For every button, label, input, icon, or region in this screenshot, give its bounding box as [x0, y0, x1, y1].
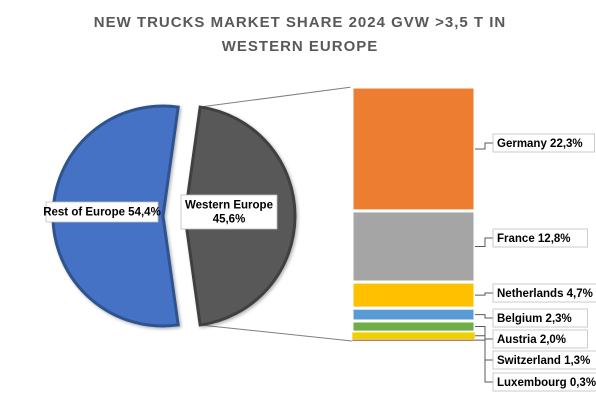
pie-label-western-europe: Western Europe 45,6% — [180, 194, 278, 230]
bar-label-luxembourg-leader — [475, 339, 493, 383]
chart-title-line-2: WESTERN EUROPE — [222, 38, 379, 55]
bar-label-austria-leader — [475, 326, 493, 340]
pie-label-rest-of-europe-text: Rest of Europe 54,4% — [43, 207, 161, 219]
bar-label-belgium-leader — [475, 314, 493, 319]
bar-label-netherlands: Netherlands 4,7% — [475, 283, 596, 303]
bar-label-austria: Austria 2,0% — [475, 326, 588, 349]
bar-label-germany-leader — [475, 142, 493, 150]
bar-segment-belgium — [350, 306, 477, 323]
bar-label-netherlands-text: Netherlands 4,7% — [497, 288, 593, 300]
bar-segment-germany — [350, 85, 477, 213]
bar-label-switzerland-text: Switzerland 1,3% — [497, 355, 590, 367]
connector-line-bottom — [200, 324, 353, 342]
connector-line-top — [200, 86, 353, 108]
bar-label-germany: Germany 22,3% — [475, 133, 595, 153]
bar-segment-switzerland — [351, 331, 476, 340]
bar-segment-france — [350, 209, 477, 284]
bar-segment-netherlands — [350, 280, 477, 310]
pie-label-rest-of-europe: Rest of Europe 54,4% — [43, 201, 161, 223]
pie-label-western-europe-text: Western Europe — [185, 200, 273, 212]
bar-label-france: France 12,8% — [475, 228, 588, 248]
bar-label-france-leader — [475, 237, 493, 248]
bar-segment-austria — [350, 319, 477, 334]
pie-label-western-europe-text: 45,6% — [213, 214, 246, 226]
bar-label-germany-text: Germany 22,3% — [497, 138, 583, 150]
bar-label-austria-text: Austria 2,0% — [497, 334, 566, 346]
bar-label-france-text: France 12,8% — [497, 233, 571, 245]
bar-segment-luxembourg — [351, 339, 476, 342]
bar-label-belgium-text: Belgium 2,3% — [497, 313, 572, 325]
bar-stack-group — [350, 85, 477, 342]
bar-label-switzerland: Switzerland 1,3% — [475, 335, 596, 370]
chart-title-line-1: NEW TRUCKS MARKET SHARE 2024 GVW >3,5 T … — [94, 14, 506, 31]
bar-label-netherlands-leader — [475, 292, 493, 296]
bar-label-belgium: Belgium 2,3% — [475, 308, 588, 328]
connector-lines — [200, 86, 353, 342]
data-labels-group: Rest of Europe 54,4% Western Europe 45,6% G… — [43, 133, 596, 392]
bar-label-luxembourg: Luxembourg 0,3% — [475, 339, 596, 392]
bar-label-luxembourg-text: Luxembourg 0,3% — [497, 377, 596, 389]
